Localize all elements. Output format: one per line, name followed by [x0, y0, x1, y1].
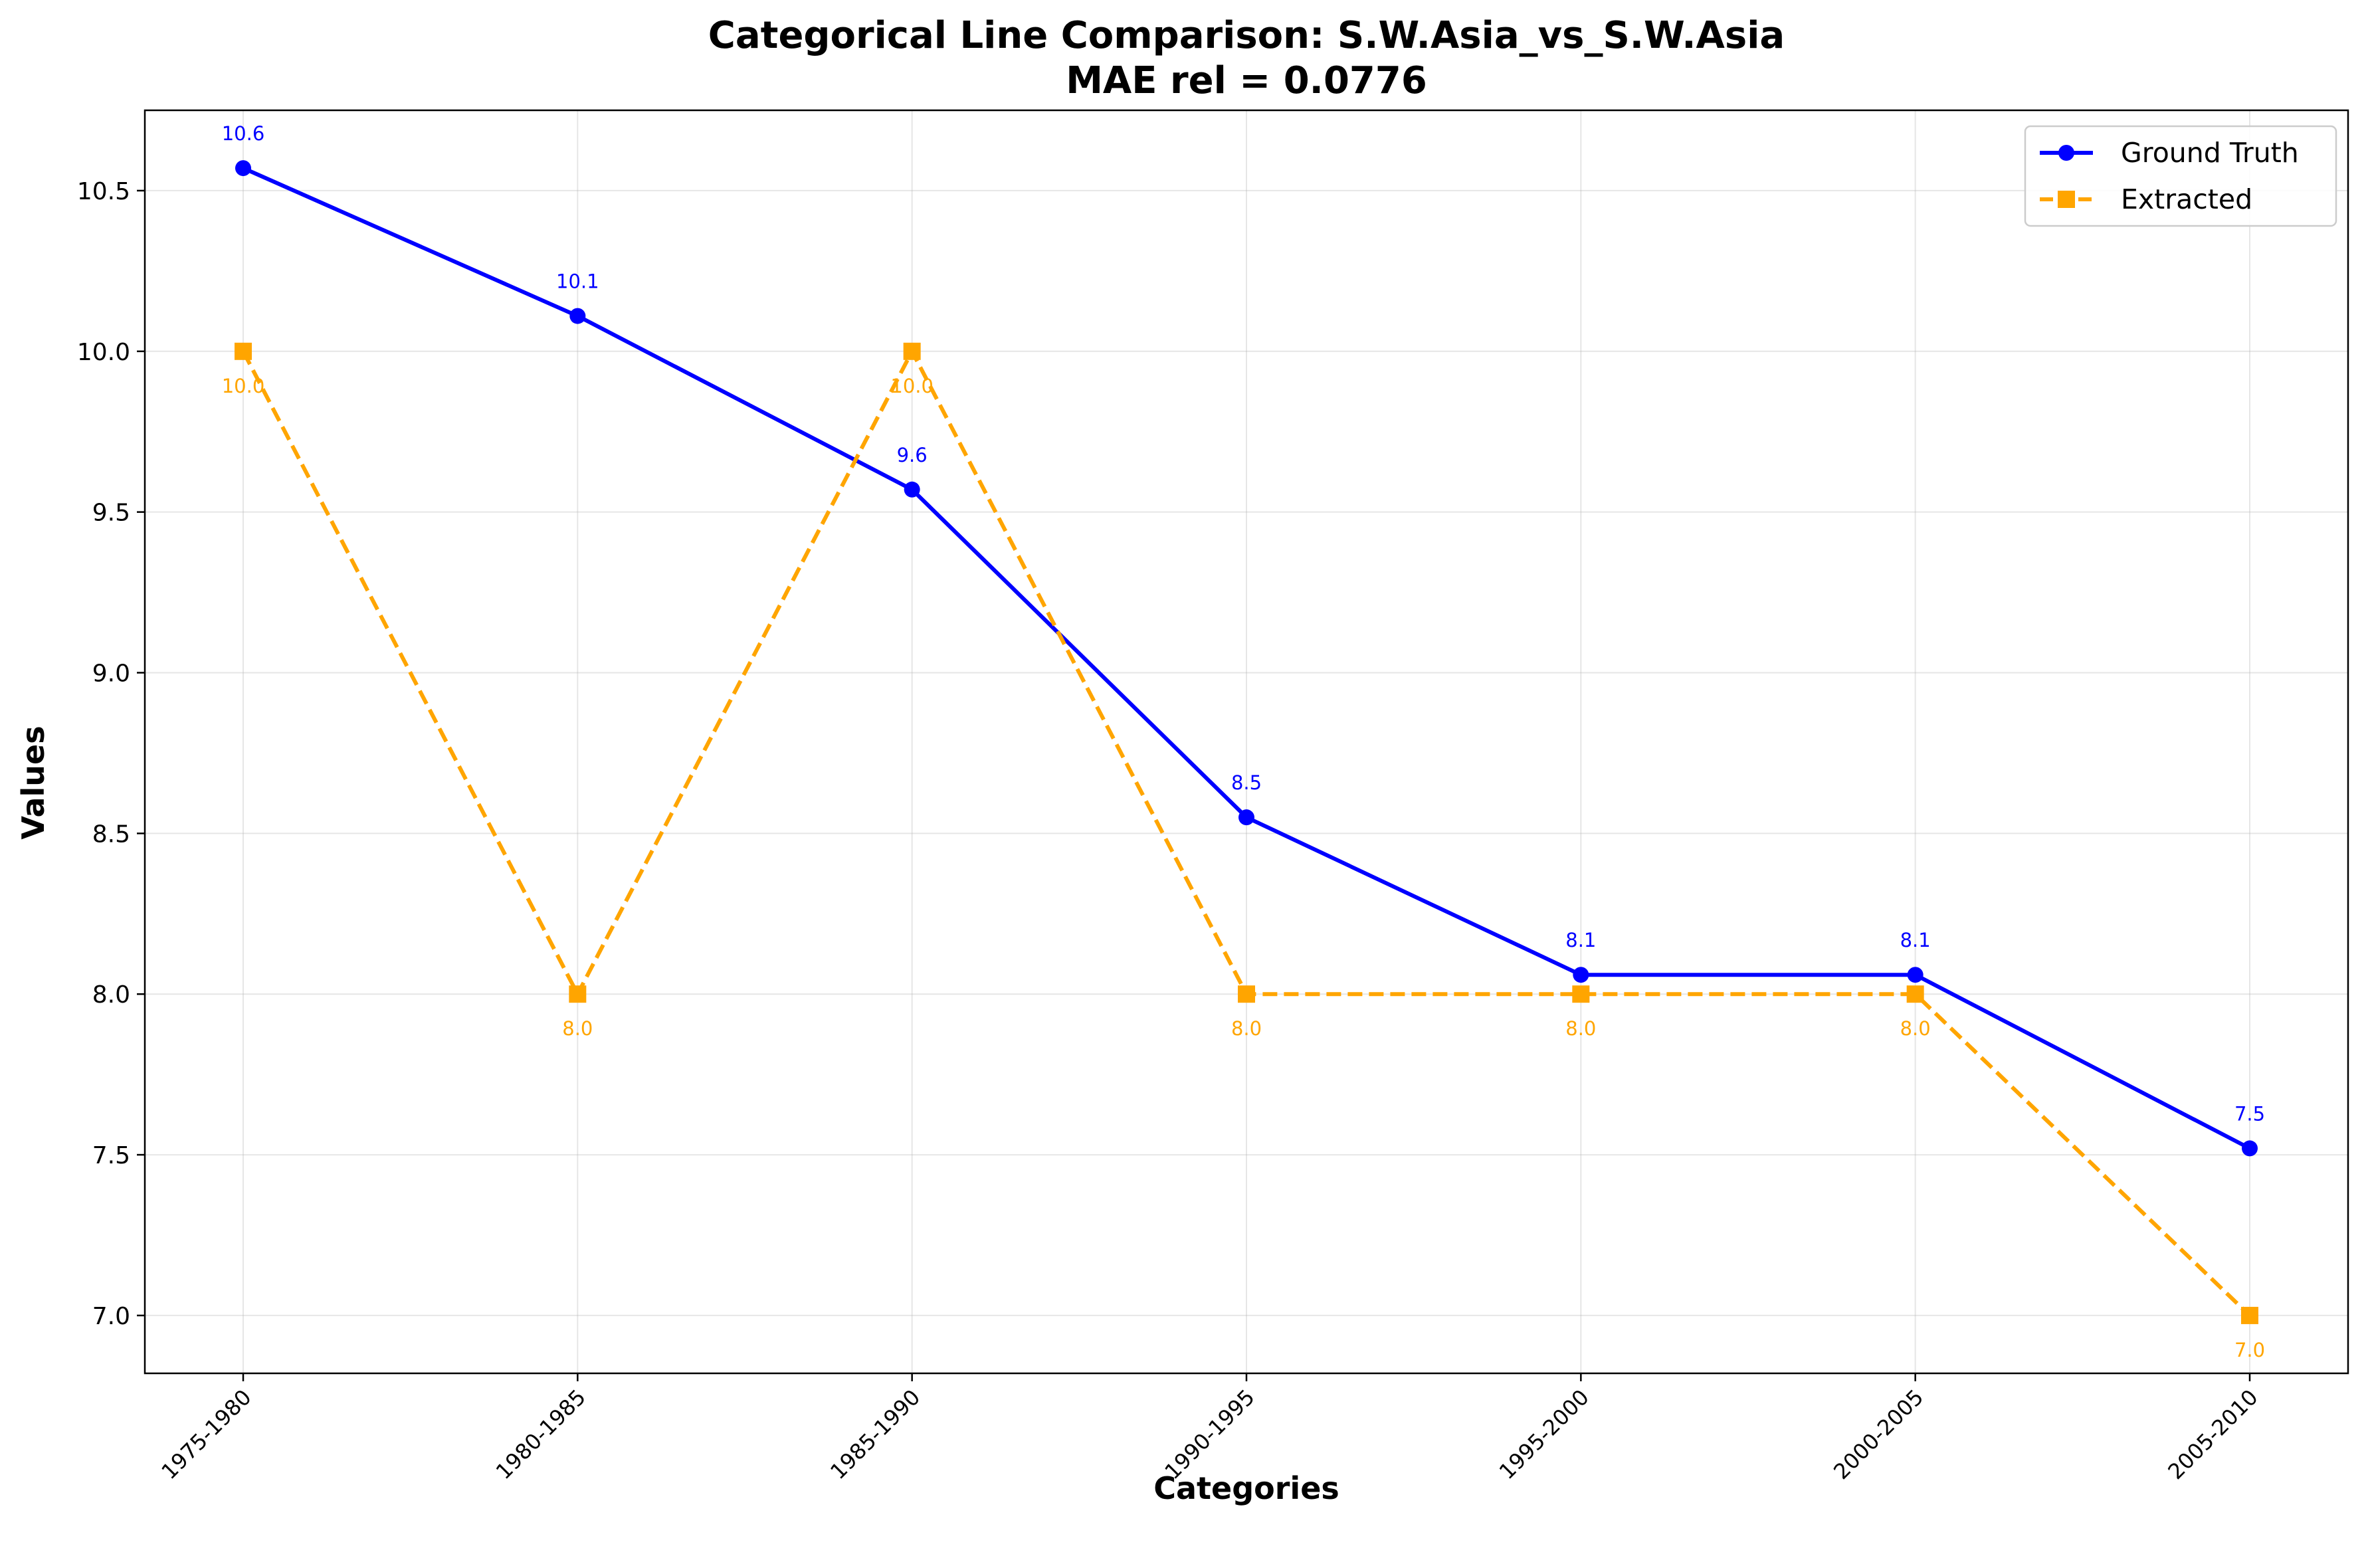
- x-tick-label: 2005-2010: [2163, 1385, 2262, 1484]
- data-label-ground-truth: 7.5: [2234, 1102, 2265, 1125]
- data-label-extracted: 8.0: [1900, 1017, 1931, 1040]
- x-tick-label: 1995-2000: [1494, 1385, 1594, 1484]
- data-label-ground-truth: 8.5: [1231, 771, 1262, 794]
- series-layer: [235, 160, 2258, 1324]
- axes: 7.0 7.5 8.0 8.5 9.0 9.5 10.0 10.5 1975-1980 1980-…: [77, 109, 2349, 1484]
- point-extracted: [1572, 985, 1590, 1003]
- x-tick-label: 1975-1980: [156, 1385, 256, 1484]
- point-extracted: [1238, 985, 1255, 1003]
- data-label-ground-truth: 9.6: [897, 444, 928, 466]
- x-tick-label: 1980-1985: [491, 1385, 591, 1484]
- legend-label-ground-truth: Ground Truth: [2121, 137, 2299, 169]
- point-ground-truth: [235, 160, 251, 177]
- point-extracted: [235, 342, 252, 360]
- data-label-ground-truth: 8.1: [1900, 929, 1931, 951]
- x-tick-label: 1985-1990: [825, 1385, 925, 1484]
- point-extracted: [569, 985, 587, 1003]
- y-tick-label: 10.0: [77, 339, 130, 366]
- legend-marker-ground-truth: [2058, 145, 2074, 161]
- data-label-extracted: 10.0: [890, 375, 934, 397]
- x-tick-label: 1990-1995: [1159, 1385, 1259, 1484]
- data-label-extracted: 10.0: [222, 375, 265, 397]
- data-label-ground-truth: 8.1: [1565, 929, 1596, 951]
- point-extracted: [903, 342, 921, 360]
- y-axis-label: Values: [15, 726, 51, 839]
- data-label-extracted: 8.0: [562, 1017, 593, 1040]
- point-ground-truth: [904, 481, 920, 498]
- chart-title: Categorical Line Comparison: S.W.Asia_vs…: [708, 14, 1785, 57]
- legend-marker-extracted: [2058, 191, 2075, 208]
- data-label-extracted: 7.0: [2234, 1339, 2265, 1361]
- point-ground-truth: [1238, 809, 1254, 826]
- point-ground-truth: [569, 308, 586, 324]
- y-tick-label: 10.5: [77, 178, 130, 205]
- data-labels: 10.6 10.1 9.6 8.5 8.1 8.1 7.5 10.0 8.0 10.0 8.0 8.0…: [222, 122, 2265, 1361]
- point-ground-truth: [2242, 1140, 2258, 1157]
- legend-box: [2024, 125, 2337, 227]
- x-axis-label: Categories: [1153, 1470, 1339, 1506]
- point-ground-truth: [1907, 967, 1924, 983]
- legend-label-extracted: Extracted: [2121, 183, 2252, 215]
- data-label-ground-truth: 10.1: [556, 270, 599, 293]
- legend: Ground Truth Extracted: [2024, 125, 2337, 227]
- grid: [145, 110, 2348, 1373]
- y-tick-label: 7.5: [92, 1142, 130, 1169]
- y-tick-label: 8.5: [92, 821, 130, 848]
- point-extracted: [1906, 985, 1924, 1003]
- data-label-extracted: 8.0: [1231, 1017, 1262, 1040]
- y-tick-label: 7.0: [92, 1303, 130, 1330]
- y-tick-label: 8.0: [92, 981, 130, 1009]
- data-label-ground-truth: 10.6: [222, 122, 265, 145]
- y-tick-label: 9.5: [92, 500, 130, 527]
- x-tick-label: 2000-2005: [1828, 1385, 1928, 1484]
- y-tick-label: 9.0: [92, 660, 130, 688]
- point-ground-truth: [1573, 967, 1589, 983]
- point-extracted: [2241, 1306, 2258, 1324]
- chart-subtitle: MAE rel = 0.0776: [1066, 59, 1427, 102]
- data-label-extracted: 8.0: [1565, 1017, 1596, 1040]
